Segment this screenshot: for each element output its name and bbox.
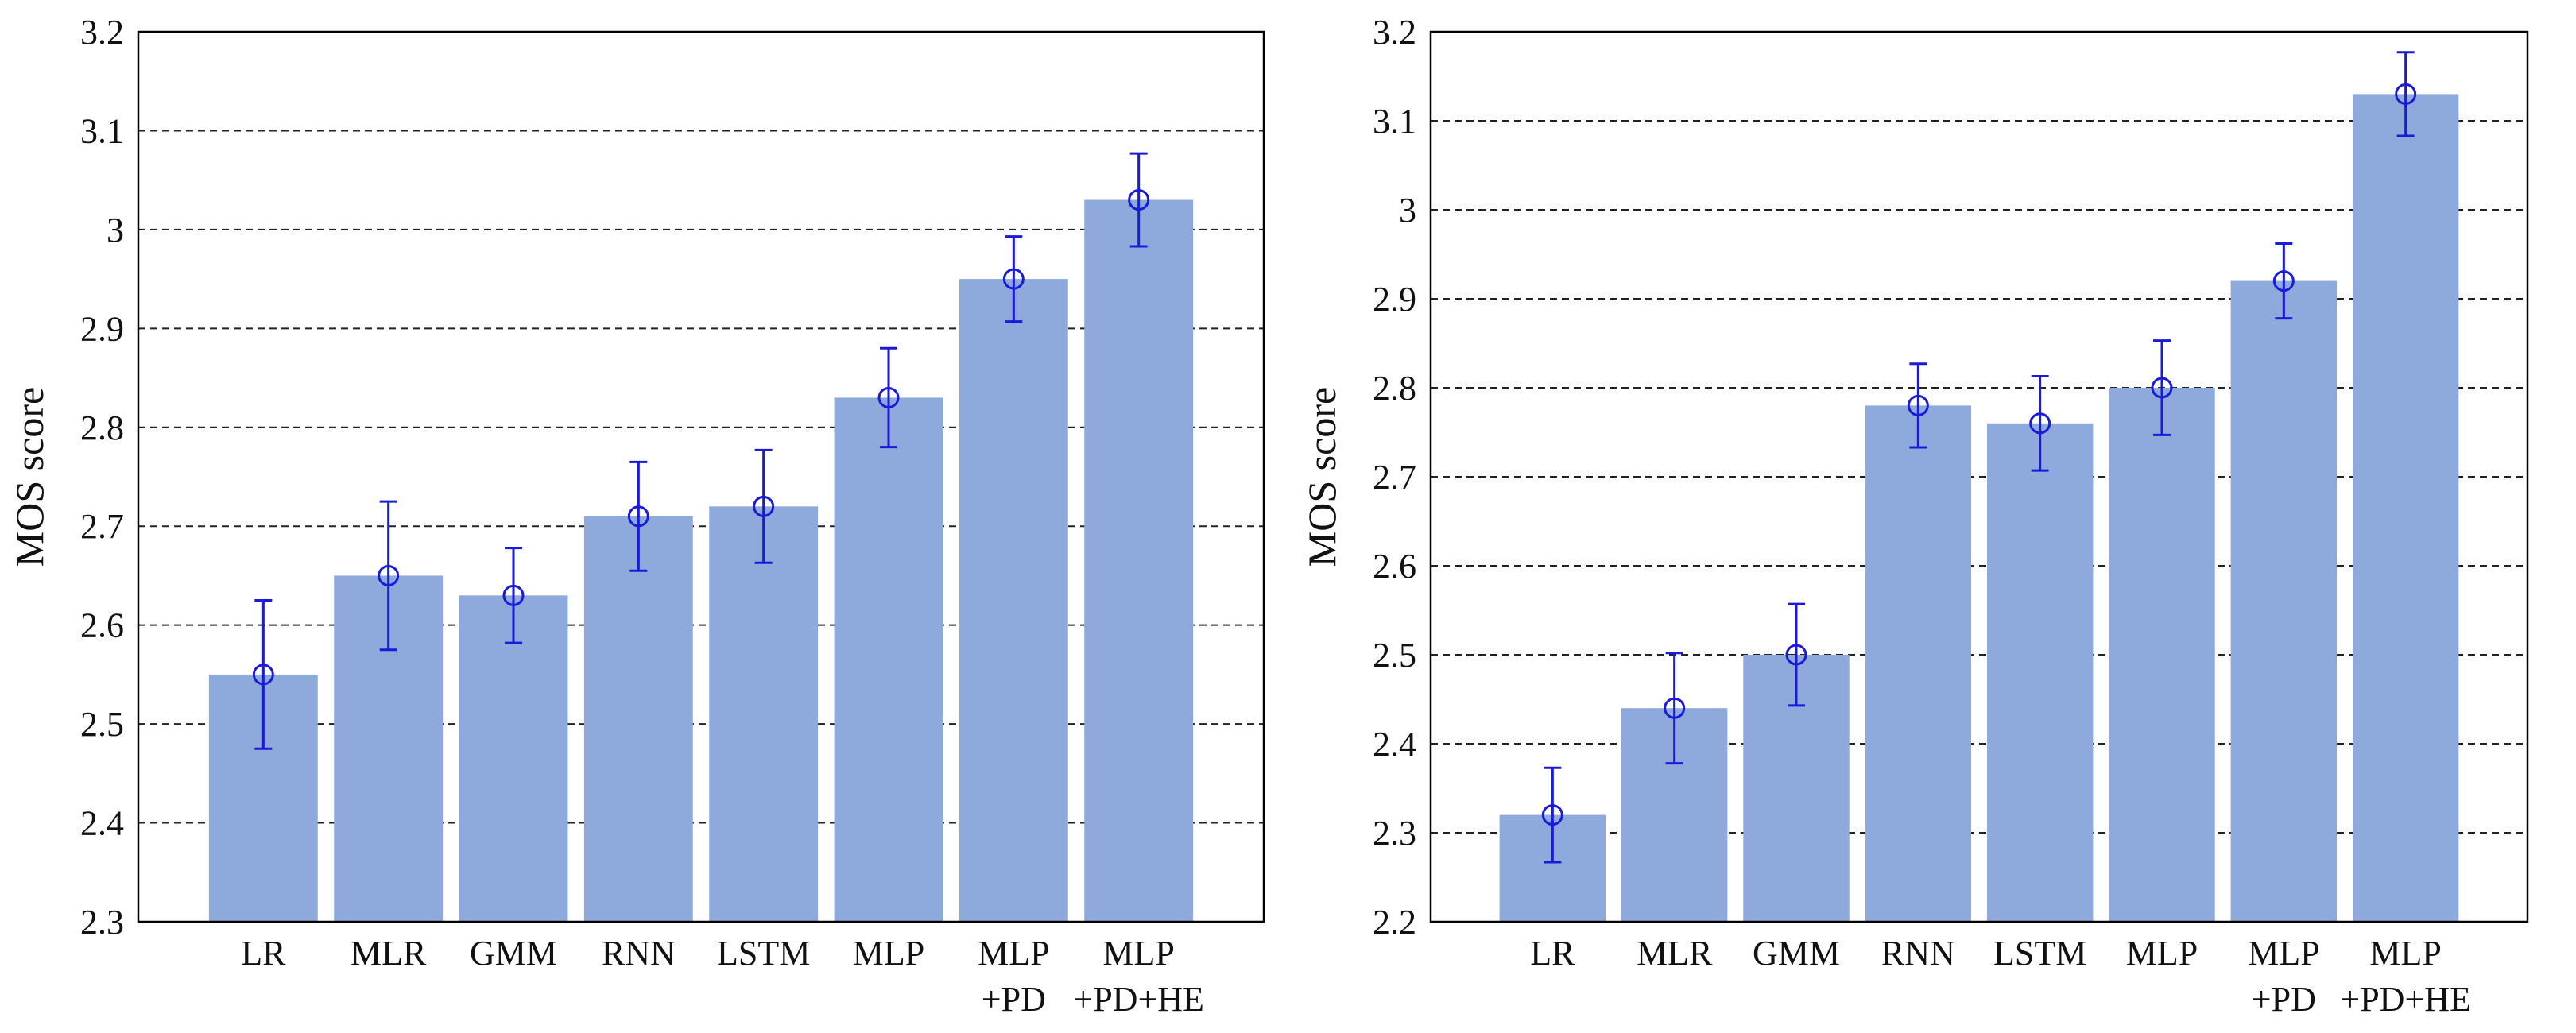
mean-marker: [753, 495, 775, 517]
y-tick-label: 2.9: [1373, 280, 1416, 319]
x-tick-label: LR: [1530, 934, 1575, 973]
mean-marker: [2272, 270, 2295, 292]
x-tick-label: MLP: [1102, 934, 1174, 973]
y-tick-label: 3.1: [1373, 102, 1416, 141]
plot-frame: [137, 30, 1265, 923]
plot-frame: [1429, 30, 2529, 923]
x-tick-label: +PD: [982, 980, 1046, 1019]
mean-marker: [1002, 268, 1025, 290]
bar: [1084, 199, 1194, 923]
x-tick-label: GMM: [470, 934, 557, 973]
right-chart-panel: 2.2 2.3 2.4 2.5 2.6 2.7 2.8 2.9 3 3.1 3.2 LR MLR GMM R…: [1300, 13, 2529, 1019]
mean-marker: [2029, 412, 2051, 435]
x-tick-label: MLP: [2248, 934, 2319, 973]
bar: [709, 506, 819, 922]
y-tick-label: 2.5: [1373, 636, 1416, 675]
x-tick-label: +PD: [2252, 980, 2316, 1019]
mean-marker: [2395, 83, 2417, 105]
mean-marker: [502, 584, 525, 606]
x-tick-label: MLP: [2369, 934, 2441, 973]
x-tick-label: MLR: [1637, 934, 1713, 973]
y-tick-label: 2.2: [1373, 903, 1416, 942]
bar: [1986, 423, 2094, 922]
x-tick-label: MLP: [2126, 934, 2198, 973]
y-tick-label: 3.1: [80, 111, 124, 150]
x-tick-label: MLP: [978, 934, 1049, 973]
mean-marker: [877, 386, 900, 408]
mean-marker: [1664, 697, 1686, 719]
y-axis-label: MOS score: [7, 387, 52, 567]
x-tick-label: RNN: [1881, 934, 1955, 973]
y-tick-label: 2.3: [1373, 814, 1416, 853]
y-tick-label: 2.4: [80, 804, 124, 843]
mean-marker: [1785, 644, 1807, 666]
mean-marker: [252, 664, 274, 686]
bar: [459, 595, 568, 922]
y-tick-label: 2.7: [80, 507, 124, 546]
y-tick-label: 2.6: [80, 606, 124, 645]
x-tick-label: RNN: [602, 934, 676, 973]
mean-marker: [1128, 189, 1150, 211]
x-tick-label: MLR: [351, 934, 427, 973]
x-tick-label: +PD+HE: [1073, 980, 1204, 1019]
x-tick-label: LR: [241, 934, 286, 973]
y-tick-label: 3.2: [1373, 13, 1416, 52]
y-tick-label: 2.5: [80, 705, 124, 744]
bar: [2352, 94, 2459, 922]
bar: [834, 397, 943, 922]
bar: [1865, 405, 1972, 922]
y-tick-label: 2.8: [80, 408, 124, 447]
mean-marker: [2151, 377, 2173, 399]
y-tick-label: 3: [1399, 191, 1416, 230]
x-tick-label: GMM: [1753, 934, 1840, 973]
y-tick-label: 3: [107, 211, 124, 250]
bar: [2230, 280, 2338, 923]
x-tick-label: LSTM: [1993, 934, 2086, 973]
x-tick-label: MLP: [853, 934, 924, 973]
x-tick-label: LSTM: [717, 934, 810, 973]
x-tick-label: +PD+HE: [2340, 980, 2471, 1019]
bar: [959, 279, 1068, 923]
y-tick-label: 2.8: [1373, 369, 1416, 408]
y-tick-label: 2.7: [1373, 458, 1416, 497]
mean-marker: [1907, 394, 1929, 416]
mean-marker: [378, 564, 400, 586]
y-tick-label: 2.6: [1373, 547, 1416, 586]
y-tick-label: 3.2: [80, 13, 124, 52]
left-chart-panel: 2.3 2.4 2.5 2.6 2.7 2.8 2.9 3 3.1 3.2 LR MLR GMM RNN L…: [7, 13, 1265, 1019]
bar: [2109, 388, 2215, 922]
y-tick-label: 2.4: [1373, 725, 1416, 764]
y-tick-label: 2.9: [80, 309, 124, 348]
y-axis-label: MOS score: [1300, 387, 1344, 567]
mean-marker: [627, 505, 649, 528]
bar: [583, 516, 693, 922]
y-tick-label: 2.3: [80, 903, 124, 942]
mean-marker: [1541, 804, 1563, 826]
